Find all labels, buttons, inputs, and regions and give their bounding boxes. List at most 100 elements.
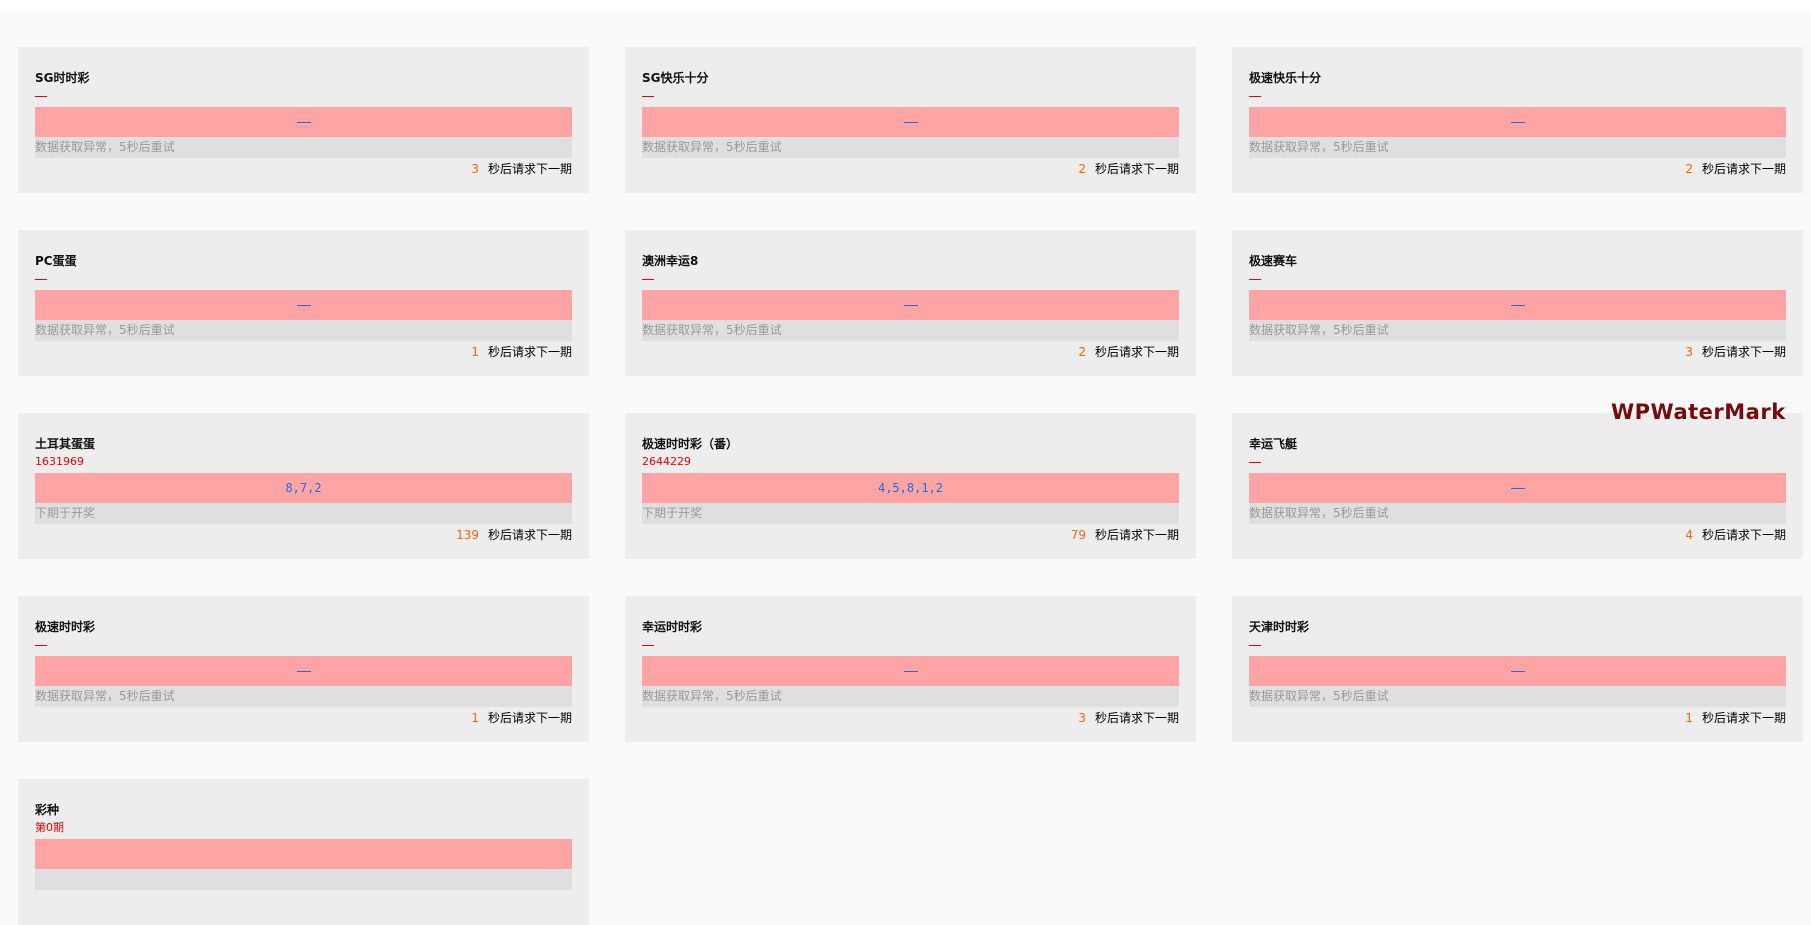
- status-text: 数据获取异常，5秒后重试: [642, 320, 1179, 341]
- draw-numbers: [1249, 473, 1786, 503]
- countdown: 4 秒后请求下一期: [1249, 526, 1786, 544]
- countdown-label: 秒后请求下一期: [1094, 711, 1179, 725]
- issue-placeholder: [642, 278, 654, 280]
- countdown-seconds: 1: [471, 345, 479, 359]
- issue-placeholder: [1249, 644, 1261, 646]
- issue-number: [1249, 272, 1786, 286]
- countdown-label: 秒后请求下一期: [1701, 711, 1786, 725]
- numbers-placeholder: [903, 122, 918, 123]
- draw-numbers: [35, 107, 572, 137]
- lottery-card: 彩种第0期: [18, 779, 589, 925]
- countdown-label: 秒后请求下一期: [487, 711, 572, 725]
- draw-numbers: [642, 656, 1179, 686]
- countdown-seconds: 3: [1685, 345, 1693, 359]
- lottery-card: 极速快乐十分 数据获取异常，5秒后重试 2 秒后请求下一期: [1232, 47, 1803, 193]
- lottery-title: SG时时彩: [35, 71, 90, 85]
- issue-number: 2644229: [642, 455, 691, 468]
- lottery-title: 极速快乐十分: [1249, 71, 1322, 85]
- lottery-card: 极速时时彩 数据获取异常，5秒后重试 1 秒后请求下一期: [18, 596, 589, 742]
- countdown: 3 秒后请求下一期: [1249, 343, 1786, 361]
- countdown: 2 秒后请求下一期: [642, 160, 1179, 178]
- countdown-label: 秒后请求下一期: [1094, 528, 1179, 542]
- numbers-placeholder: [903, 305, 918, 306]
- countdown-seconds: 79: [1070, 528, 1086, 542]
- countdown: 1 秒后请求下一期: [1249, 709, 1786, 727]
- issue-placeholder: [35, 644, 47, 646]
- countdown-label: 秒后请求下一期: [487, 162, 572, 176]
- status-text: 数据获取异常，5秒后重试: [1249, 686, 1786, 707]
- draw-numbers: [642, 290, 1179, 320]
- issue-placeholder: [1249, 278, 1261, 280]
- lottery-card: 极速赛车 数据获取异常，5秒后重试 3 秒后请求下一期: [1232, 230, 1803, 376]
- countdown-seconds: 3: [471, 162, 479, 176]
- issue-placeholder: [642, 644, 654, 646]
- lottery-card: 幸运飞艇 数据获取异常，5秒后重试 4 秒后请求下一期: [1232, 413, 1803, 559]
- draw-numbers: [35, 290, 572, 320]
- lottery-title: 幸运时时彩: [642, 620, 703, 634]
- status-text: 数据获取异常，5秒后重试: [1249, 320, 1786, 341]
- issue-number: 第0期: [35, 821, 64, 834]
- countdown-seconds: 3: [1078, 711, 1086, 725]
- lottery-title: 澳洲幸运8: [642, 254, 699, 268]
- countdown-seconds: 1: [1685, 711, 1693, 725]
- lottery-card: PC蛋蛋 数据获取异常，5秒后重试 1 秒后请求下一期: [18, 230, 589, 376]
- draw-numbers: [1249, 290, 1786, 320]
- issue-number: [642, 638, 1179, 652]
- lottery-card: SG快乐十分数据获取异常，5秒后重试 2 秒后请求下一期: [625, 47, 1196, 193]
- lottery-title: 彩种: [35, 803, 60, 817]
- lottery-title: 土耳其蛋蛋: [35, 437, 96, 451]
- countdown-label: 秒后请求下一期: [1094, 162, 1179, 176]
- countdown-seconds: 139: [456, 528, 479, 542]
- draw-numbers: [642, 107, 1179, 137]
- status-text: 数据获取异常，5秒后重试: [642, 137, 1179, 158]
- status-text: 数据获取异常，5秒后重试: [642, 686, 1179, 707]
- issue-number: [642, 89, 1179, 103]
- draw-numbers: 8,7,2: [35, 473, 572, 503]
- issue-number: [35, 89, 572, 103]
- lottery-title: 天津时时彩: [1249, 620, 1310, 634]
- lottery-title: PC蛋蛋: [35, 254, 77, 268]
- status-text: 数据获取异常，5秒后重试: [35, 137, 572, 158]
- countdown-label: 秒后请求下一期: [1701, 345, 1786, 359]
- issue-placeholder: [35, 278, 47, 280]
- lottery-card: 天津时时彩数据获取异常，5秒后重试 1 秒后请求下一期: [1232, 596, 1803, 742]
- countdown-seconds: 2: [1078, 345, 1086, 359]
- issue-number: [642, 272, 1179, 286]
- status-text: [35, 869, 572, 890]
- countdown: 2 秒后请求下一期: [1249, 160, 1786, 178]
- numbers-placeholder: [296, 671, 311, 672]
- draw-numbers: 4,5,8,1,2: [642, 473, 1179, 503]
- top-bar: [0, 0, 1811, 9]
- issue-placeholder: [35, 95, 47, 97]
- lottery-title: SG快乐十分: [642, 71, 709, 85]
- lottery-card: 土耳其蛋蛋 1631969 8,7,2 下期于开奖 139 秒后请求下一期: [18, 413, 589, 559]
- countdown: 139 秒后请求下一期: [35, 526, 572, 544]
- issue-number: [35, 272, 572, 286]
- lottery-card: SG时时彩数据获取异常，5秒后重试 3 秒后请求下一期: [18, 47, 589, 193]
- numbers-placeholder: [1510, 305, 1525, 306]
- countdown-label: 秒后请求下一期: [487, 528, 572, 542]
- numbers-placeholder: [1510, 488, 1525, 489]
- numbers-placeholder: [296, 122, 311, 123]
- issue-placeholder: [1249, 461, 1261, 463]
- countdown-label: 秒后请求下一期: [487, 345, 572, 359]
- countdown: 3 秒后请求下一期: [35, 160, 572, 178]
- countdown: 3 秒后请求下一期: [642, 709, 1179, 727]
- issue-placeholder: [642, 95, 654, 97]
- countdown-seconds: 1: [471, 711, 479, 725]
- countdown: 1 秒后请求下一期: [35, 343, 572, 361]
- countdown: 1 秒后请求下一期: [35, 709, 572, 727]
- watermark-logo: WPWaterMark: [1611, 400, 1786, 424]
- draw-numbers: [35, 656, 572, 686]
- lottery-grid: SG时时彩 数据获取异常，5秒后重试 3 秒后请求下一期 SG快乐十分 数据获取异常，5秒…: [18, 47, 1803, 925]
- countdown-seconds: 2: [1685, 162, 1693, 176]
- lottery-card: 澳洲幸运8 数据获取异常，5秒后重试 2 秒后请求下一期: [625, 230, 1196, 376]
- status-text: 数据获取异常，5秒后重试: [35, 686, 572, 707]
- numbers-placeholder: [296, 305, 311, 306]
- lottery-card: 幸运时时彩数据获取异常，5秒后重试 3 秒后请求下一期: [625, 596, 1196, 742]
- numbers-placeholder: [1510, 122, 1525, 123]
- issue-number: [1249, 638, 1786, 652]
- status-text: 数据获取异常，5秒后重试: [1249, 503, 1786, 524]
- countdown-label: 秒后请求下一期: [1701, 162, 1786, 176]
- status-text: 下期于开奖: [35, 503, 572, 524]
